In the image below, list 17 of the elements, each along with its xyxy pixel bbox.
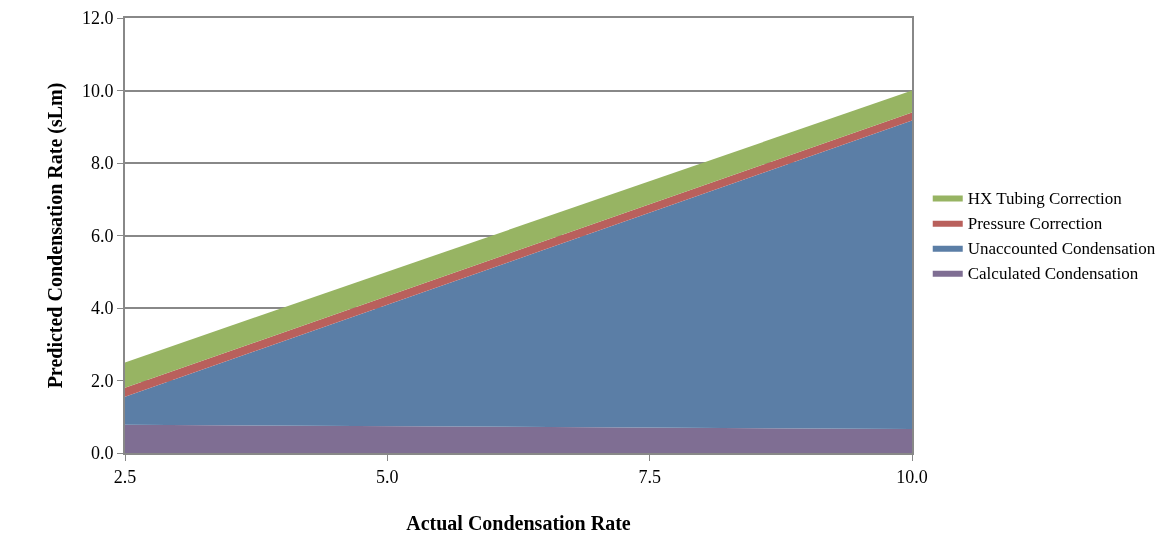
y-tick-label: 2.0 bbox=[90, 370, 114, 391]
y-tick-label: 0.0 bbox=[90, 443, 114, 464]
y-tick-label: 12.0 bbox=[81, 8, 114, 29]
legend-label: Calculated Condensation bbox=[967, 264, 1139, 284]
legend-label: HX Tubing Correction bbox=[967, 189, 1123, 209]
y-tick-label: 6.0 bbox=[90, 225, 114, 246]
x-tick-label: 10.0 bbox=[896, 466, 928, 487]
y-tick-label: 8.0 bbox=[90, 153, 114, 174]
legend-label: Pressure Correction bbox=[967, 214, 1103, 234]
y-axis-title: Predicted Condensation Rate (sLm) bbox=[43, 82, 67, 389]
x-axis-title: Actual Condensation Rate bbox=[406, 511, 631, 534]
legend-label: Unaccounted Condensation bbox=[967, 239, 1156, 259]
y-tick-label: 4.0 bbox=[90, 298, 114, 319]
x-tick-label: 7.5 bbox=[638, 466, 661, 487]
x-tick-label: 2.5 bbox=[113, 466, 137, 487]
y-tick-label: 10.0 bbox=[81, 80, 114, 101]
x-tick-label: 5.0 bbox=[376, 466, 399, 487]
